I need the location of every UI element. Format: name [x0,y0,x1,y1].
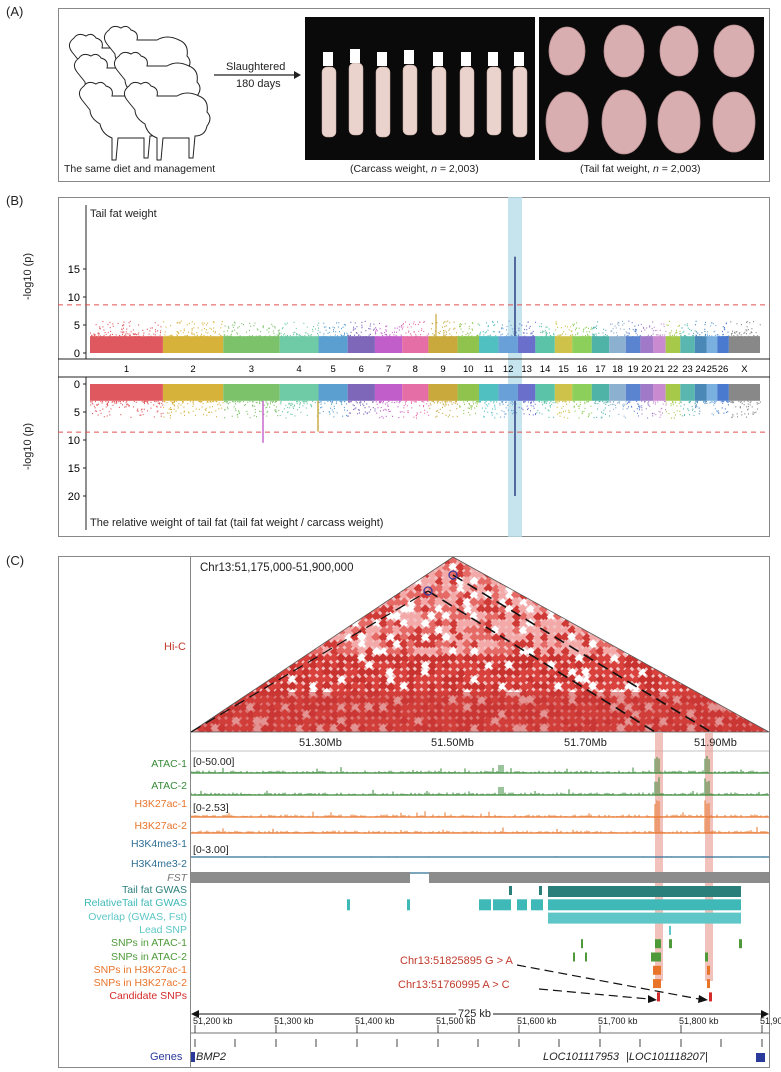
chromosome-label: 9 [440,364,445,375]
panel-c-label: (C) [6,553,25,568]
chromosome-label: 6 [359,364,364,375]
sheep-drawing [68,25,211,161]
snp1-label: Chr13:51825895 G > A [400,955,513,967]
arrow-top-text: Slaughtered [226,61,286,73]
chromosome-label: 10 [463,364,474,375]
lower-track-label: SNPs in ATAC-1 [110,937,187,950]
track-label: H3K4me3-2 [130,858,187,870]
chromosome-label: 26 [718,364,729,375]
top-ylabel: -log10 (p) [22,252,34,300]
mb-tick-label: 51.70Mb [564,737,607,749]
chromosome-label: 11 [484,364,494,375]
kb-tick-label: 51,700 kb [598,1016,638,1026]
track-label: ATAC-2 [151,780,187,792]
lower-track-label: SNPs in ATAC-2 [110,950,187,963]
chromosome-label: 12 [503,364,514,375]
lower-track-label: RelativeTail fat GWAS [84,897,187,910]
bottom-ytick: 0 [74,379,80,391]
genes-label: Genes [150,1051,183,1063]
lower-track-label: SNPs in H3K27ac-2 [93,977,187,990]
top-ytick: 5 [74,320,80,332]
chromosome-label: 5 [330,364,335,375]
bottom-ytick: 20 [68,491,80,503]
top-ytick: 10 [68,292,80,304]
snp2-label: Chr13:51760995 A > C [398,979,510,991]
genome-tracks [191,733,769,1062]
hic-map [191,557,769,733]
kb-tick-label: 51,400 kb [355,1016,395,1026]
bottom-ytick: 10 [68,435,80,447]
chromosome-label: 23 [682,364,693,375]
fst-label: FST [167,872,187,884]
kb-tick-label: 51,500 kb [436,1016,476,1026]
chromosome-label: 4 [296,364,301,375]
top-ytick: 0 [74,348,80,360]
chromosome-label: 17 [595,364,606,375]
tail-caption: (Tail fat weight, n = 2,003) [580,163,701,175]
chromosome-label: 20 [641,364,652,375]
track-label: H3K27ac-1 [134,798,187,810]
lower-track-label: Lead SNP [139,923,187,936]
bottom-ytick: 15 [68,463,80,475]
mb-tick-label: 51.50Mb [431,737,474,749]
panel-a-box [58,8,770,182]
slaughter-arrow [214,71,301,79]
top-plot-title: Tail fat weight [90,208,157,220]
track-label: H3K27ac-2 [134,820,187,832]
mb-tick-label: 51.30Mb [299,737,342,749]
chromosome-label: 16 [577,364,588,375]
chromosome-label: 18 [612,364,623,375]
lower-track-label: Overlap (GWAS, Fst) [88,910,187,923]
chromosome-label: 2 [190,364,195,375]
bottom-ytick: 5 [74,407,80,419]
gene-loc1: LOC101117953 [543,1051,620,1063]
track-range: [0-3.00] [193,844,229,856]
lower-track-label: Candidate SNPs [109,990,187,1003]
kb-tick-label: 51,900 kb [760,1016,781,1026]
chromosome-label: 7 [386,364,391,375]
chromosome-label: 1 [124,364,129,375]
chromosome-label: 19 [628,364,639,375]
panel-b-label: (B) [6,193,24,208]
track-label: H3K4me3-1 [130,838,187,850]
chromosome-label: 24 [695,364,706,375]
gene-loc2: |LOC101118207| [626,1051,708,1063]
mb-tick-label: 51.90Mb [694,737,737,749]
hic-label: Hi-C [164,641,186,653]
kb-tick-label: 51,800 kb [679,1016,719,1026]
chromosome-label: 21 [654,364,665,375]
track-label: ATAC-1 [151,758,187,770]
chromosome-label: X [741,364,748,375]
arrow-bottom-text: 180 days [236,78,281,90]
chromosome-label: 13 [521,364,532,375]
lower-track-label: SNPs in H3K27ac-1 [93,963,187,976]
bottom-plot-title: The relative weight of tail fat (tail fa… [90,517,384,529]
lower-track-label: Tail fat GWAS [122,884,187,896]
chromosome-label: 15 [558,364,569,375]
panel-a-label: (A) [6,4,24,19]
chromosome-label: 22 [668,364,679,375]
region-label: Chr13:51,175,000-51,900,000 [200,562,354,574]
top-ytick: 15 [68,264,80,276]
kb-tick-label: 51,200 kb [193,1016,233,1026]
gene-bmp2: BMP2 [196,1051,226,1063]
carcass-caption: (Carcass weight, n = 2,003) [350,163,479,175]
panel-b-box [58,197,770,537]
track-range: [0-2.53] [193,802,229,814]
kb-tick-label: 51,300 kb [274,1016,314,1026]
chromosome-label: 14 [540,364,551,375]
panel-c-box [58,556,770,1068]
bottom-ylabel: -log10 (p) [22,422,34,470]
sheep-caption: The same diet and management [64,163,216,175]
chromosome-label: 8 [413,364,418,375]
tail-fat-photo [539,17,764,160]
chromosome-label: 3 [249,364,254,375]
chromosome-label: 25 [707,364,718,375]
track-range: [0-50.00] [193,756,235,768]
carcass-photo [305,17,535,160]
span-label: 725 kb [456,1008,494,1020]
kb-tick-label: 51,600 kb [517,1016,557,1026]
